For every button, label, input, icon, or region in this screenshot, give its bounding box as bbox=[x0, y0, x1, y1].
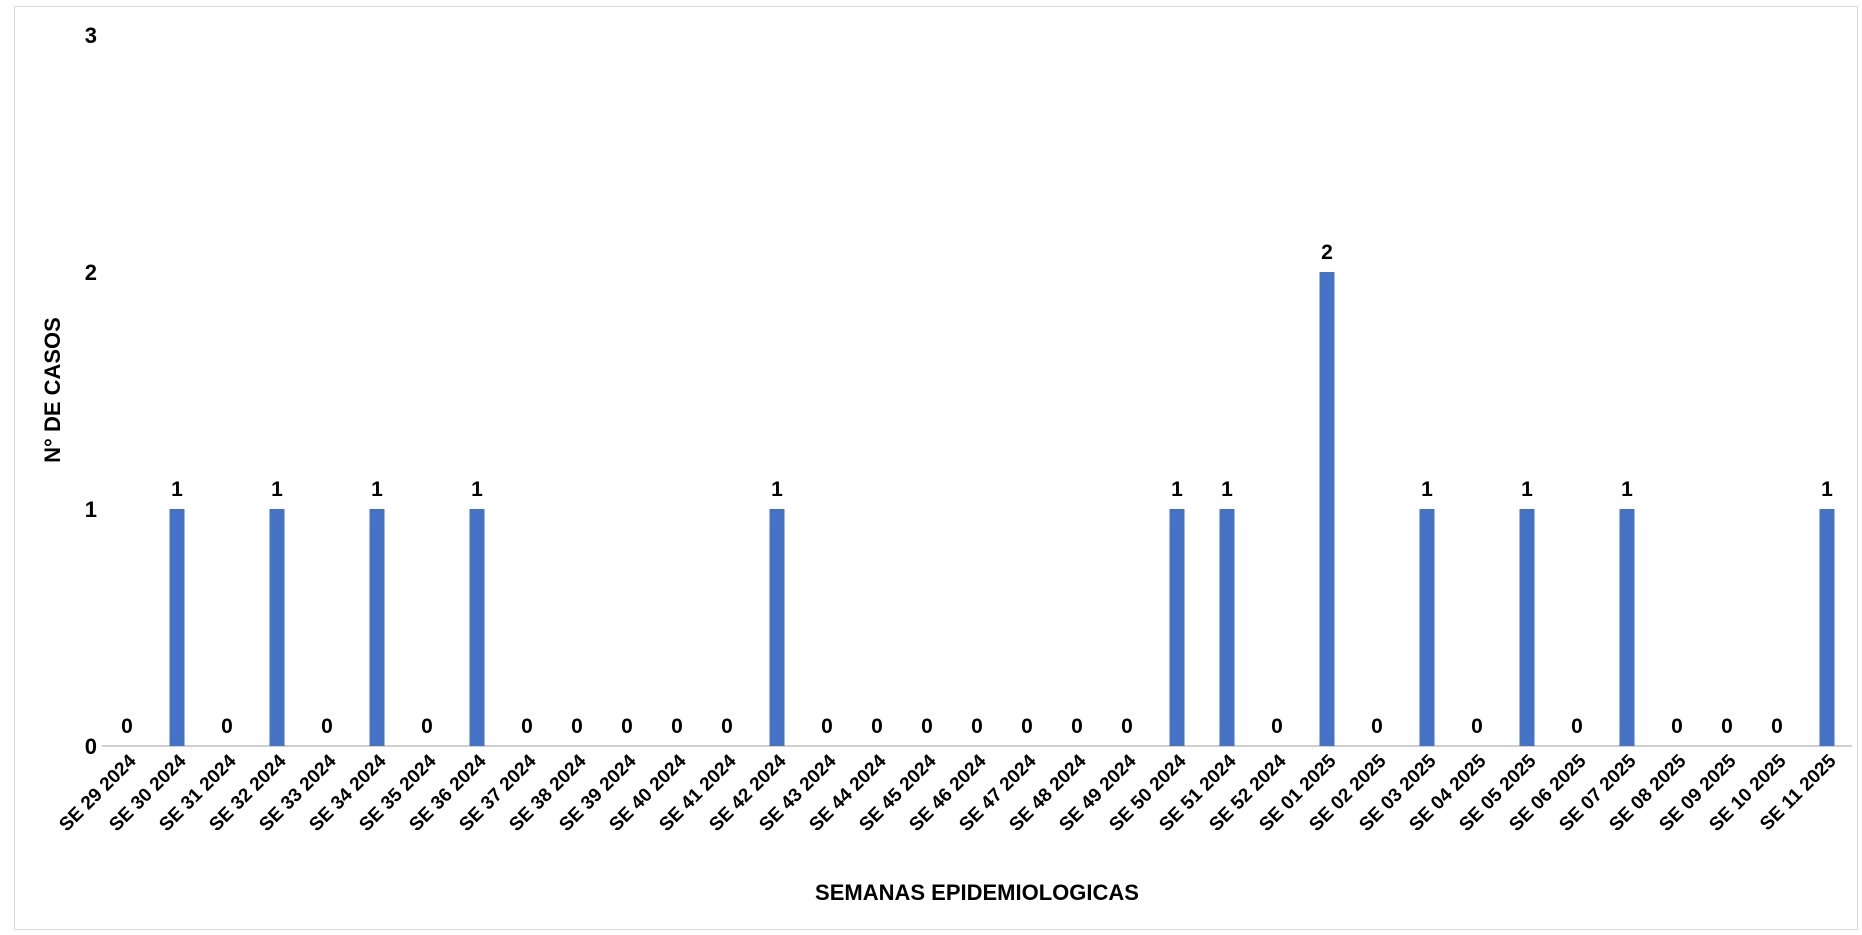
bar bbox=[1619, 509, 1635, 746]
data-label: 0 bbox=[571, 715, 583, 738]
data-label: 0 bbox=[971, 715, 983, 738]
bars bbox=[169, 272, 1835, 746]
data-label: 0 bbox=[671, 715, 683, 738]
y-axis-title: N° DE CASOS bbox=[40, 317, 65, 463]
data-label: 1 bbox=[1221, 478, 1233, 501]
data-label: 1 bbox=[471, 478, 483, 501]
bar bbox=[469, 509, 485, 746]
data-label: 1 bbox=[271, 478, 283, 501]
bar bbox=[1519, 509, 1535, 746]
data-label: 0 bbox=[1021, 715, 1033, 738]
y-tick-label: 0 bbox=[85, 734, 97, 759]
data-label: 0 bbox=[1071, 715, 1083, 738]
data-label: 0 bbox=[621, 715, 633, 738]
data-label: 0 bbox=[921, 715, 933, 738]
y-tick-label: 2 bbox=[85, 260, 97, 285]
bar bbox=[1169, 509, 1185, 746]
data-label: 0 bbox=[1671, 715, 1683, 738]
y-tick-label: 1 bbox=[85, 497, 97, 522]
bar bbox=[369, 509, 385, 746]
data-label: 1 bbox=[371, 478, 383, 501]
data-label: 1 bbox=[1521, 478, 1533, 501]
data-label: 0 bbox=[1271, 715, 1283, 738]
bar bbox=[1319, 272, 1335, 746]
data-label: 0 bbox=[821, 715, 833, 738]
data-label: 0 bbox=[1771, 715, 1783, 738]
data-label: 1 bbox=[1821, 478, 1833, 501]
data-label: 1 bbox=[1171, 478, 1183, 501]
data-label: 1 bbox=[1421, 478, 1433, 501]
bar bbox=[1419, 509, 1435, 746]
data-label: 0 bbox=[321, 715, 333, 738]
data-label: 0 bbox=[121, 715, 133, 738]
data-label: 0 bbox=[1371, 715, 1383, 738]
bar bbox=[269, 509, 285, 746]
data-label: 0 bbox=[1571, 715, 1583, 738]
data-label: 1 bbox=[171, 478, 183, 501]
y-axis-ticks: 0 1 2 3 bbox=[85, 23, 97, 759]
data-label: 1 bbox=[1621, 478, 1633, 501]
bar bbox=[1219, 509, 1235, 746]
bar bbox=[169, 509, 185, 746]
data-label: 0 bbox=[221, 715, 233, 738]
x-axis-title: SEMANAS EPIDEMIOLOGICAS bbox=[815, 880, 1139, 905]
data-label: 2 bbox=[1321, 241, 1333, 264]
bar bbox=[1819, 509, 1835, 746]
data-label: 0 bbox=[721, 715, 733, 738]
data-label: 1 bbox=[771, 478, 783, 501]
data-label: 0 bbox=[421, 715, 433, 738]
data-label: 0 bbox=[871, 715, 883, 738]
data-label: 0 bbox=[1121, 715, 1133, 738]
data-labels: 0 1 0 1 0 1 0 1 0 0 0 0 0 1 0 0 0 0 0 0 0 1 1 0 2 0 1 0 1 0 1 0 0 0 1 bbox=[121, 241, 1833, 738]
data-label: 0 bbox=[1721, 715, 1733, 738]
chart-frame bbox=[14, 6, 1858, 930]
y-tick-label: 3 bbox=[85, 23, 97, 48]
data-label: 0 bbox=[521, 715, 533, 738]
bar bbox=[769, 509, 785, 746]
data-label: 0 bbox=[1471, 715, 1483, 738]
